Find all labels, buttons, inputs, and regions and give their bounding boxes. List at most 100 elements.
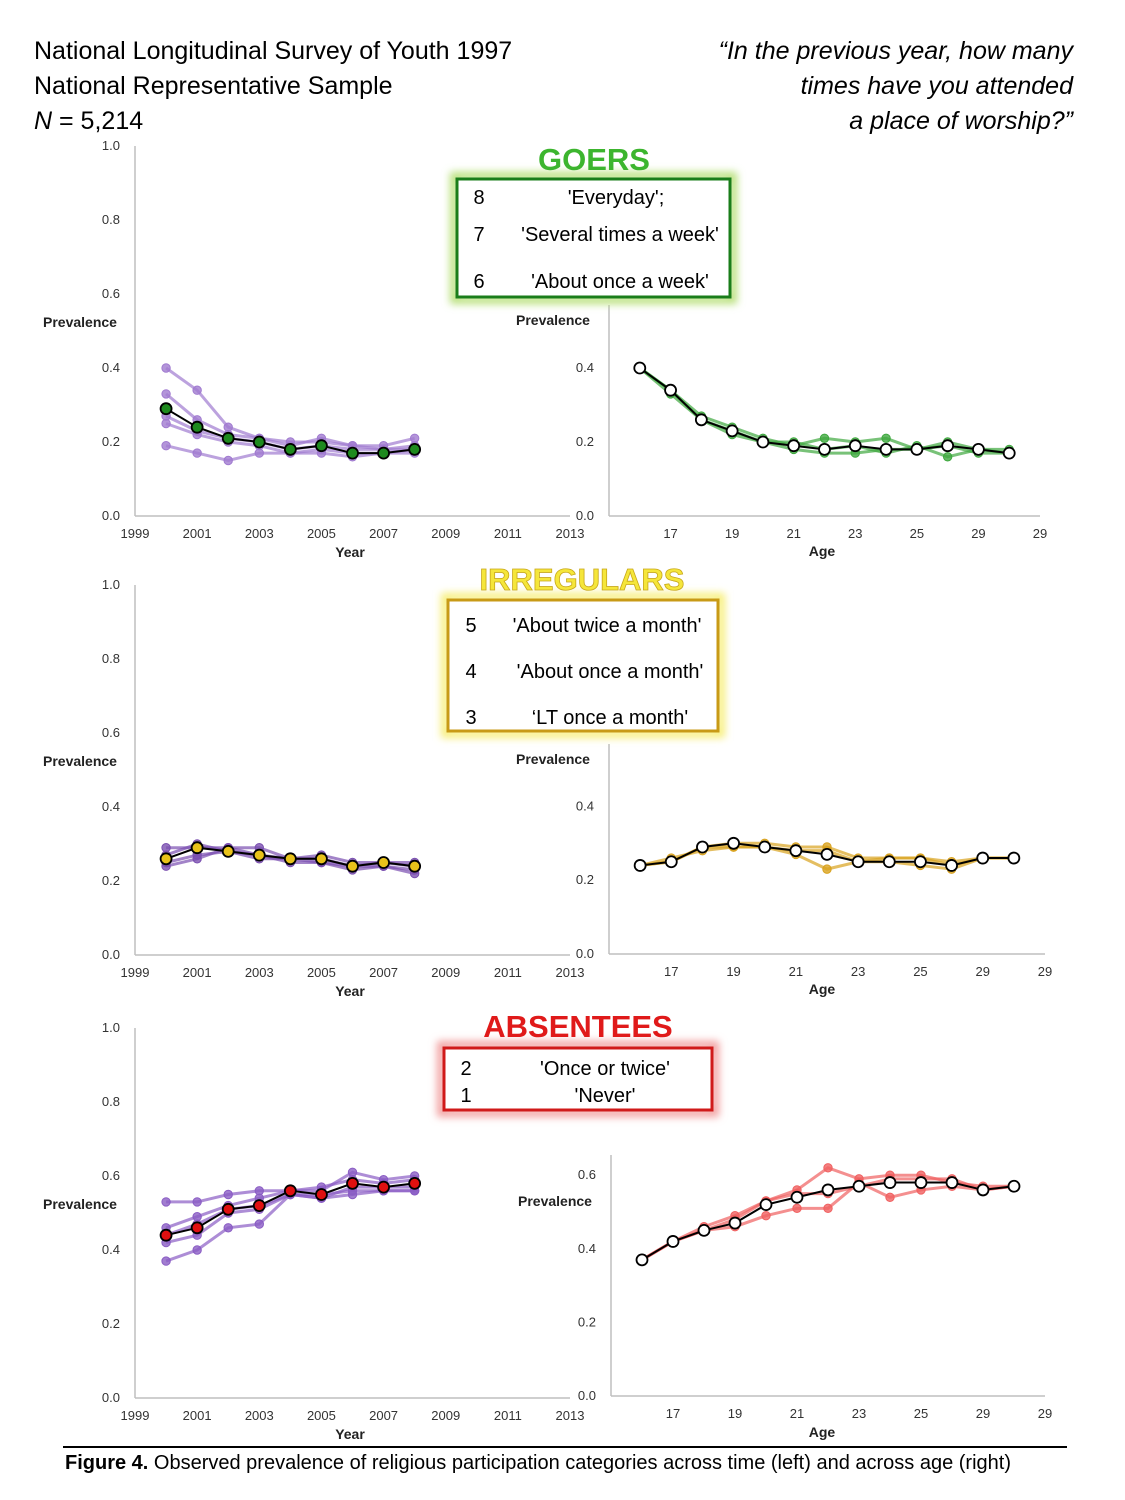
absentees-year-xtick-label: 1999 (121, 1408, 150, 1423)
legend-code: 7 (473, 224, 484, 246)
legend-label: 'About once a month' (517, 661, 704, 683)
absentees-year-xtick-label: 2009 (431, 1408, 460, 1423)
absentees-year-ylabel: Prevalence (43, 1196, 117, 1212)
absentees-year-xtick-label: 2003 (245, 1408, 274, 1423)
group-title-irregulars: IRREGULARS (480, 562, 685, 597)
absentees-age-mean-point (759, 1198, 773, 1212)
legend-code: 8 (473, 187, 484, 209)
irregulars-year-series-point (192, 854, 202, 864)
absentees-age-ytick-label: 0.6 (578, 1167, 596, 1182)
irregulars-year-ytick-label: 0.2 (102, 873, 120, 888)
absentees-year-series-point (192, 1245, 202, 1255)
irregulars-age-mean-point (976, 851, 990, 865)
absentees-year-xtick-label: 2001 (183, 1408, 212, 1423)
irregulars-age-xtick-label: 19 (726, 964, 740, 979)
irregulars-year-mean-point (315, 852, 328, 866)
absentees-year-series-point (223, 1223, 233, 1233)
goers-year-ytick-label: 0.2 (102, 434, 120, 449)
irregulars-age-mean-point (633, 859, 647, 872)
goers-year-mean-point (159, 402, 173, 416)
goers-age-xtick-label: 29 (971, 526, 985, 541)
goers-age-xtick-label: 23 (848, 526, 862, 541)
legend-code: 6 (473, 271, 484, 293)
goers-year-series-line (165, 366, 415, 448)
absentees-year-series-point (161, 1256, 171, 1266)
goers-year-ylabel: Prevalence (43, 314, 117, 330)
irregulars-year-mean-point (283, 852, 297, 866)
caption-rule (63, 1446, 1067, 1448)
goers-age-mean-point (879, 442, 893, 456)
goers-year-series-point (161, 418, 171, 429)
goers-age-mean-point (848, 439, 862, 453)
goers-year-xtick-label: 2005 (307, 526, 336, 541)
absentees-year-mean-point (190, 1221, 204, 1235)
goers-age-ytick-label: 0.2 (576, 434, 594, 449)
legend-label: 'Everyday'; (568, 187, 665, 209)
irregulars-age-ytick-label: 0.4 (576, 798, 594, 813)
absentees-age-mean-point (790, 1190, 804, 1204)
absentees-year-xtick-label: 2005 (307, 1408, 336, 1423)
irregulars-age-mean-point (851, 855, 865, 869)
goers-age-mean-point (972, 442, 985, 456)
goers-year-mean-point (408, 442, 422, 456)
absentees-age-xtick-label: 17 (666, 1406, 680, 1421)
question-line-1: “In the previous year, how many (718, 37, 1073, 65)
goers-age-series-point (819, 433, 830, 443)
goers-age-xtick-label: 19 (725, 526, 739, 541)
irregulars-year-mean-point (377, 856, 390, 869)
legend-code: 5 (465, 615, 476, 637)
goers-age-ylabel: Prevalence (516, 312, 590, 328)
irregulars-year-xtick-label: 2009 (431, 965, 460, 980)
irregulars-year-mean-point (252, 848, 266, 862)
irregulars-age-xtick-label: 29 (975, 964, 989, 979)
absentees-age-mean-point (976, 1183, 990, 1197)
irregulars-age-xtick-label: 25 (913, 964, 927, 979)
absentees-age-ytick-label: 0.2 (578, 1314, 596, 1329)
header-left: National Longitudinal Survey of Youth 19… (34, 34, 512, 139)
absentees-year-series-point (347, 1189, 358, 1200)
irregulars-year-xlabel: Year (335, 983, 365, 999)
legend-box-glow (441, 593, 725, 738)
goers-age-mean-point (1002, 446, 1016, 460)
irregulars-age-mean-point (664, 855, 678, 869)
irregulars-age-xtick-label: 29 (1038, 964, 1052, 979)
absentees-age-mean-point (697, 1224, 711, 1237)
goers-year-xtick-label: 2011 (494, 526, 522, 541)
goers-year-series-point (192, 385, 202, 395)
irregulars-age-mean-point (882, 855, 896, 869)
header-n: N = 5,214 (34, 104, 512, 139)
absentees-year-series-point (192, 1197, 202, 1207)
absentees-year-mean-point (283, 1184, 297, 1198)
absentees-age-mean-point (914, 1176, 928, 1189)
goers-year-series-point (192, 448, 202, 458)
group-title-goers: GOERS (538, 142, 650, 177)
legend-box (446, 598, 720, 733)
absentees-age-xtick-label: 25 (914, 1406, 928, 1421)
goers-year-series-point (254, 448, 264, 458)
legend-label: 'Never' (575, 1085, 636, 1107)
irregulars-age-series-point (822, 864, 832, 874)
irregulars-year-ytick-label: 0.4 (102, 799, 120, 814)
goers-age-xtick-label: 29 (1033, 526, 1047, 541)
legend-label: ‘LT once a month' (532, 707, 689, 729)
irregulars-age-xlabel: Age (809, 981, 836, 997)
irregulars-age-mean-point (914, 855, 927, 869)
irregulars-year-ytick-label: 0.6 (102, 725, 120, 740)
absentees-age-series-point (885, 1192, 895, 1202)
absentees-year-series-point (223, 1189, 233, 1200)
figure-caption: Figure 4. Observed prevalence of religio… (65, 1452, 1011, 1475)
irregulars-year-mean-point (221, 845, 235, 858)
goers-year-xtick-label: 2001 (183, 526, 212, 541)
irregulars-year-xtick-label: 2003 (245, 965, 274, 980)
legend-label: 'Several times a week' (521, 224, 719, 246)
irregulars-age-ylabel: Prevalence (516, 751, 590, 767)
absentees-age-mean-point (852, 1179, 866, 1193)
absentees-year-series-point (254, 1219, 264, 1229)
goers-year-xtick-label: 1999 (121, 526, 150, 541)
absentees-year-xtick-label: 2011 (494, 1408, 522, 1423)
goers-year-mean-point (252, 435, 266, 449)
question-line-2: times have you attended (800, 72, 1073, 100)
goers-year-series-point (161, 441, 171, 451)
goers-year-ytick-label: 0.8 (102, 212, 120, 227)
